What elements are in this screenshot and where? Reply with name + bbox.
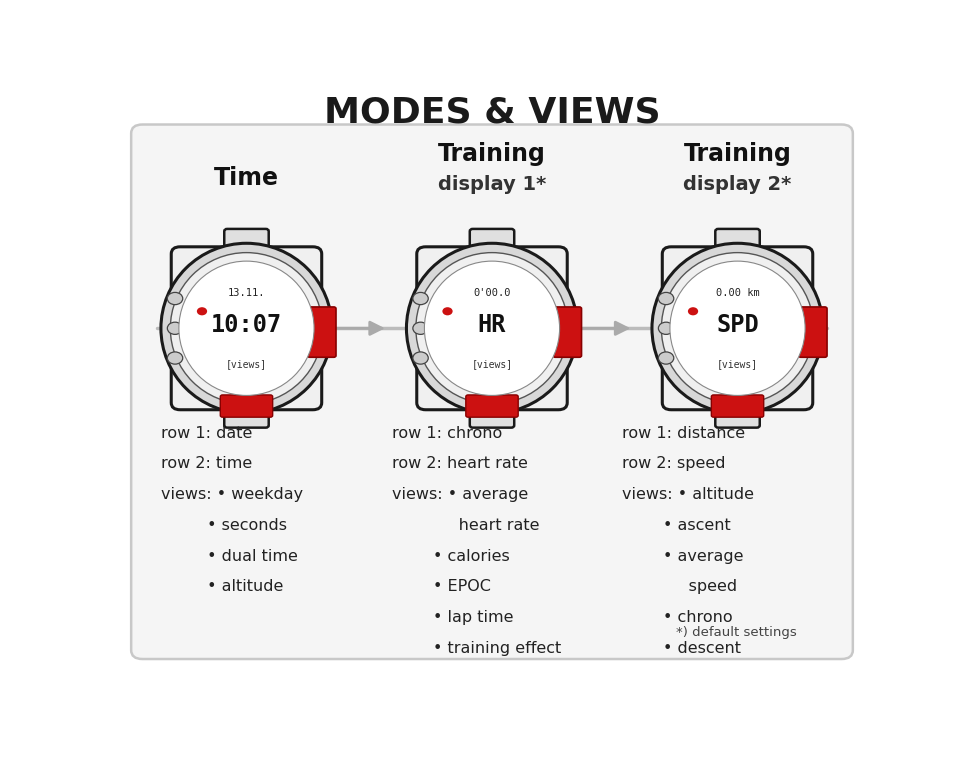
Text: heart rate: heart rate [392,518,540,533]
Circle shape [413,352,428,364]
Circle shape [659,292,674,304]
Ellipse shape [406,243,578,413]
Text: views: • altitude: views: • altitude [622,487,755,502]
Text: • lap time: • lap time [392,610,513,625]
Circle shape [688,308,698,315]
Circle shape [443,308,453,315]
Text: • chrono: • chrono [622,610,732,625]
Text: Time: Time [214,166,279,190]
FancyBboxPatch shape [469,399,515,428]
Text: SPD: SPD [716,313,759,337]
Text: [views]: [views] [717,359,758,369]
Text: [views]: [views] [471,359,513,369]
Text: 0'00.0: 0'00.0 [473,288,511,298]
Text: • descent: • descent [622,640,741,656]
FancyBboxPatch shape [715,399,759,428]
FancyBboxPatch shape [711,395,764,417]
Text: row 2: heart rate: row 2: heart rate [392,456,527,472]
FancyBboxPatch shape [225,399,269,428]
Ellipse shape [416,386,561,410]
FancyBboxPatch shape [662,247,813,410]
Text: speed: speed [622,579,737,594]
Circle shape [167,322,182,334]
Ellipse shape [170,252,323,404]
Text: • training effect: • training effect [392,640,561,656]
Circle shape [659,322,674,334]
Text: • seconds: • seconds [161,518,287,533]
Text: 0.00 km: 0.00 km [715,288,759,298]
Text: row 1: chrono: row 1: chrono [392,426,502,441]
Text: display 2*: display 2* [684,176,792,194]
FancyBboxPatch shape [553,307,582,357]
Circle shape [167,292,182,304]
FancyBboxPatch shape [715,229,759,258]
Text: • ascent: • ascent [622,518,731,533]
FancyBboxPatch shape [171,247,322,410]
Ellipse shape [652,243,823,413]
Ellipse shape [670,261,805,396]
Text: MODES & VIEWS: MODES & VIEWS [324,96,660,130]
FancyBboxPatch shape [307,307,336,357]
Text: row 2: speed: row 2: speed [622,456,726,472]
FancyBboxPatch shape [132,124,852,659]
Text: • EPOC: • EPOC [392,579,491,594]
Text: Training: Training [438,142,546,166]
FancyBboxPatch shape [220,395,273,417]
FancyBboxPatch shape [225,229,269,258]
Ellipse shape [170,386,316,410]
Text: views: • weekday: views: • weekday [161,487,303,502]
FancyBboxPatch shape [469,229,515,258]
Text: HR: HR [478,313,506,337]
Ellipse shape [661,252,814,404]
Text: • dual time: • dual time [161,548,298,564]
Text: • altitude: • altitude [161,579,283,594]
Text: 10:07: 10:07 [211,313,282,337]
Ellipse shape [424,261,560,396]
FancyBboxPatch shape [417,247,567,410]
Ellipse shape [661,386,806,410]
Ellipse shape [416,252,568,404]
Circle shape [167,352,182,364]
Text: Training: Training [684,142,791,166]
FancyBboxPatch shape [799,307,828,357]
Text: *) default settings: *) default settings [676,626,797,639]
Circle shape [659,352,674,364]
Text: • average: • average [622,548,744,564]
Text: 13.11.: 13.11. [228,288,265,298]
Text: row 2: time: row 2: time [161,456,252,472]
Circle shape [413,292,428,304]
Text: display 1*: display 1* [438,176,546,194]
Ellipse shape [179,261,314,396]
Text: • calories: • calories [392,548,510,564]
Circle shape [413,322,428,334]
Text: [views]: [views] [226,359,267,369]
Circle shape [197,308,207,315]
Text: row 1: date: row 1: date [161,426,252,441]
FancyBboxPatch shape [466,395,518,417]
Text: views: • average: views: • average [392,487,528,502]
Text: row 1: distance: row 1: distance [622,426,745,441]
Ellipse shape [161,243,332,413]
